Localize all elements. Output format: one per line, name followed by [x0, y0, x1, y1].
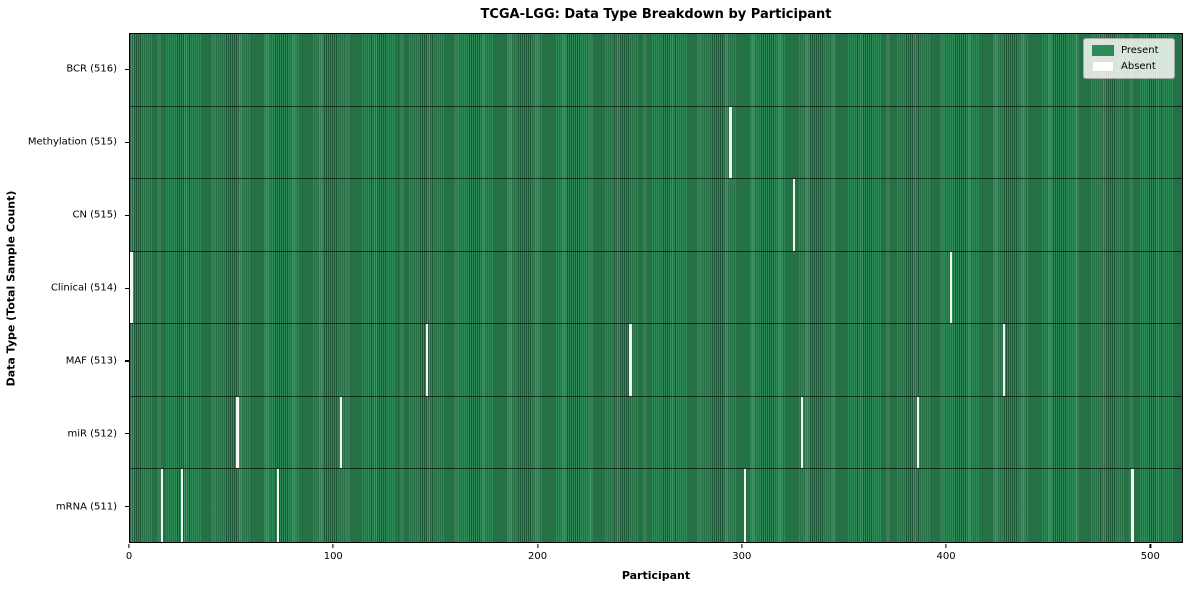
y-tick-mark [125, 506, 129, 508]
x-tick-mark-100 [332, 544, 334, 548]
present-swatch-icon [1092, 45, 1114, 56]
heatmap-row-Clinical [130, 251, 1182, 325]
plot-area [129, 33, 1183, 543]
absent-marker-Methylation-294 [729, 106, 732, 179]
legend: Present Absent [1083, 38, 1175, 79]
y-tick-label-miR: miR (512) [67, 428, 117, 440]
absent-marker-miR-386 [916, 396, 920, 469]
y-tick-label-mRNA: mRNA (511) [55, 501, 117, 513]
absent-marker-miR-329 [800, 396, 804, 469]
x-tick-mark-500 [1149, 544, 1151, 548]
absent-marker-mRNA-72 [276, 469, 280, 542]
y-tick-mark [125, 287, 129, 289]
chart-title: TCGA-LGG: Data Type Breakdown by Partici… [480, 7, 832, 22]
heatmap-row-BCR [130, 34, 1182, 107]
absent-marker-mRNA-25 [180, 469, 184, 542]
legend-item-absent: Absent [1092, 61, 1166, 72]
heatmap-row-mRNA [130, 469, 1182, 542]
legend-label-present: Present [1121, 45, 1159, 56]
x-axis-ticks: 0 100 200 300 400 500 [125, 544, 1183, 570]
y-tick-label-MAF: MAF (513) [65, 355, 117, 367]
absent-marker-mRNA-15 [160, 469, 164, 542]
absent-swatch-icon [1092, 61, 1114, 72]
absent-marker-miR-103 [339, 396, 343, 469]
x-tick-mark-0 [128, 544, 130, 548]
x-tick-label-200: 200 [527, 551, 548, 562]
x-tick-label-300: 300 [732, 551, 752, 562]
x-tick-label-400: 400 [936, 551, 956, 562]
y-tick-mark [125, 141, 129, 143]
absent-marker-CN-325 [792, 179, 796, 251]
absent-marker-miR-52 [236, 396, 239, 469]
legend-label-absent: Absent [1121, 61, 1156, 72]
y-tick-mark [125, 360, 129, 362]
heatmap-row-MAF [130, 324, 1182, 397]
y-tick-label-CN: CN (515) [72, 209, 117, 221]
absent-marker-MAF-245 [629, 324, 632, 396]
y-tick-label-BCR: BCR (516) [66, 63, 117, 75]
x-tick-label-100: 100 [323, 551, 343, 562]
heatmap-row-CN [130, 179, 1182, 252]
heatmap-row-miR [130, 396, 1182, 470]
y-tick-mark [125, 433, 129, 435]
x-tick-mark-400 [945, 544, 947, 548]
x-axis-label: Participant [621, 569, 691, 582]
absent-marker-Clinical-0 [130, 251, 133, 324]
x-tick-mark-200 [536, 544, 539, 548]
absent-marker-Clinical-402 [949, 251, 953, 324]
absent-marker-mRNA-491 [1131, 469, 1134, 542]
x-tick-label-500: 500 [1140, 551, 1160, 562]
legend-item-present: Present [1092, 45, 1166, 56]
y-tick-mark [125, 214, 129, 216]
absent-marker-mRNA-301 [743, 469, 747, 542]
heatmap-row-Methylation [130, 106, 1182, 180]
absent-marker-MAF-428 [1002, 324, 1006, 396]
y-tick-mark [125, 68, 129, 71]
y-axis-ticks: BCR (516) Methylation (515) CN (515) Clinic… [0, 33, 129, 543]
absent-marker-MAF-145 [425, 324, 429, 396]
y-tick-label-Methylation: Methylation (515) [27, 136, 117, 148]
x-tick-mark-300 [741, 544, 743, 548]
x-tick-label-0: 0 [125, 551, 133, 562]
y-tick-label-Clinical: Clinical (514) [50, 282, 117, 294]
